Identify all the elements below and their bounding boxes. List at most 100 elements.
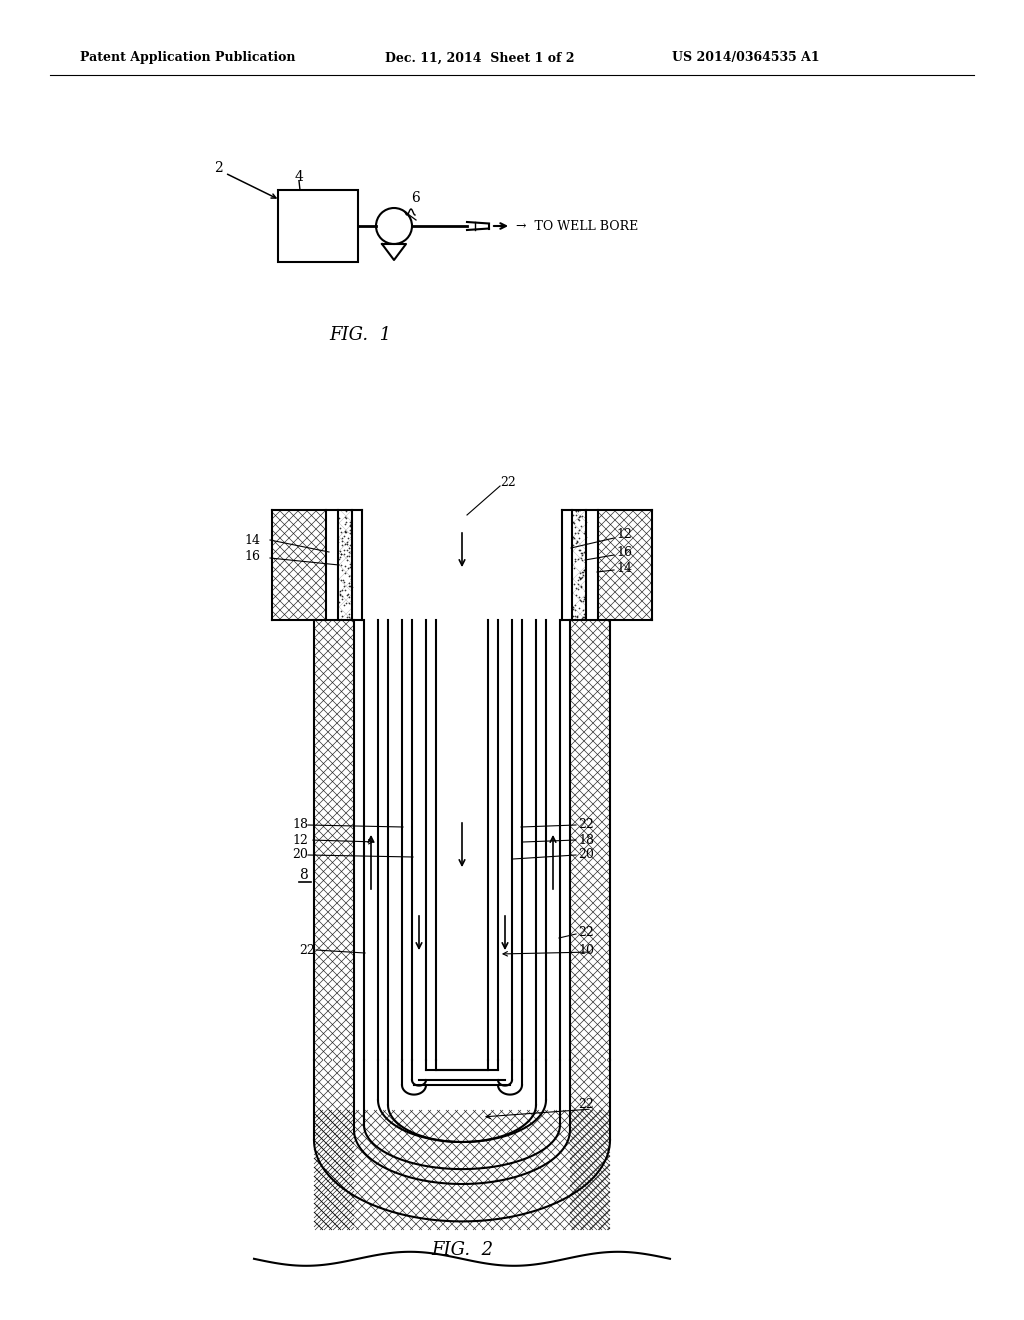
Point [337,521,353,543]
Point [572,590,589,611]
Text: Dec. 11, 2014  Sheet 1 of 2: Dec. 11, 2014 Sheet 1 of 2 [385,51,574,65]
Point [338,549,354,570]
Point [571,566,588,587]
Text: 16: 16 [616,545,632,558]
Point [573,543,590,564]
Point [334,586,350,607]
Point [569,531,586,552]
Point [341,565,357,586]
Point [565,504,582,525]
Point [566,595,583,616]
Point [573,561,590,582]
Point [342,543,358,564]
Point [340,557,356,578]
Point [565,573,582,594]
Point [331,591,347,612]
Point [342,523,358,544]
Point [332,583,348,605]
Point [338,591,354,612]
Point [577,523,593,544]
Point [339,545,355,566]
Point [333,554,349,576]
Point [342,513,358,535]
Text: 10: 10 [578,944,594,957]
Point [574,607,591,628]
Point [570,500,587,521]
Point [336,576,352,597]
Point [577,581,593,602]
Point [569,573,586,594]
Point [337,579,353,601]
Point [572,506,589,527]
Point [571,540,588,561]
Point [571,528,588,549]
Point [343,568,359,589]
Text: 2: 2 [214,161,222,176]
Point [564,529,581,550]
Point [570,539,587,560]
Text: 12: 12 [292,833,308,846]
Text: US 2014/0364535 A1: US 2014/0364535 A1 [672,51,819,65]
Point [340,606,356,627]
Point [573,544,590,565]
Point [341,576,357,597]
Point [574,606,591,627]
Point [333,569,349,590]
Point [341,593,357,614]
Point [343,590,359,611]
Point [572,590,589,611]
Point [564,535,581,556]
Point [573,543,590,564]
Point [568,607,585,628]
Point [341,573,357,594]
Point [570,510,587,531]
Point [575,607,592,628]
Point [337,562,353,583]
Point [567,516,584,537]
Point [577,587,593,609]
Point [334,606,350,627]
Point [331,549,347,570]
Point [570,549,587,570]
Point [341,519,357,540]
Point [568,578,585,599]
Point [572,576,589,597]
Point [575,560,592,581]
Point [567,504,584,525]
Point [577,507,593,528]
Point [565,599,582,620]
Text: 12: 12 [616,528,632,541]
Point [572,568,589,589]
Point [570,586,587,607]
Point [342,535,358,556]
Point [336,540,352,561]
Point [572,568,589,589]
Point [575,543,592,564]
Point [338,500,354,521]
Point [342,557,358,578]
Point [567,606,584,627]
Point [332,541,348,562]
Point [338,521,354,543]
Point [333,543,349,564]
Point [341,576,357,597]
Point [332,579,348,601]
Point [337,556,353,577]
Point [565,512,582,533]
Point [568,606,585,627]
Point [339,583,355,605]
Point [334,560,350,581]
Point [571,569,588,590]
Point [575,560,592,581]
Point [343,577,359,598]
Bar [278,190,358,261]
Point [339,540,355,561]
Point [331,508,347,529]
Point [336,543,352,564]
Point [339,607,355,628]
Text: 18: 18 [578,833,594,846]
Point [336,595,352,616]
Point [342,516,358,537]
Point [333,601,349,622]
Text: 4: 4 [295,170,303,183]
